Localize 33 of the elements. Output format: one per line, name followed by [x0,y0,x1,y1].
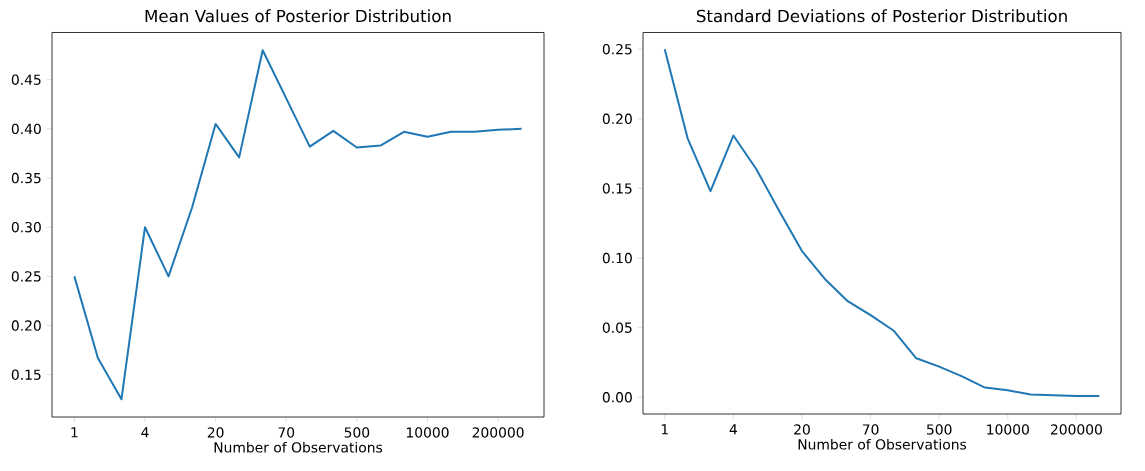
x-tick-label: 1 [71,427,78,438]
y-tick-label: 0.40 [11,123,41,135]
x-tick-label: 70 [278,427,295,438]
y-tick-label: 0.20 [602,113,632,125]
y-tick-label: 0.20 [11,320,41,331]
x-tick-label: 4 [729,424,737,435]
y-tick-label: 0.05 [602,322,632,333]
y-tick-label: 0.15 [602,183,632,194]
x-tick-label: 20 [794,424,810,435]
y-tick-label: 0.00 [602,392,632,403]
x-tick-label: 500 [344,427,370,438]
y-tick-label: 0.10 [602,252,632,264]
x-tick-label: 500 [927,424,952,435]
y-tick-label: 0.35 [11,172,41,184]
x-tick-label: 10000 [987,424,1029,435]
y-tick-label: 0.15 [11,369,41,380]
x-tick-label: 200000 [472,427,524,438]
x-axis-title: Number of Observations [798,438,967,450]
x-tick-label: 1 [661,424,668,435]
chart-title: Mean Values of Posterior Distribution [145,9,451,23]
x-axis-title: Number of Observations [214,441,383,453]
y-tick-label: 0.25 [602,43,632,55]
y-tick-label: 0.25 [11,271,41,282]
line-series [73,49,523,401]
x-tick-label: 200000 [1050,424,1102,435]
chart-title: Standard Deviations of Posterior Distribution [696,9,1067,23]
x-tick-label: 70 [862,424,879,435]
x-tick-label: 10000 [406,427,449,438]
x-tick-label: 4 [141,427,149,438]
line-series [663,48,1101,397]
x-tick-label: 20 [207,427,224,438]
y-tick-label: 0.30 [11,221,41,233]
y-tick-label: 0.45 [11,74,41,85]
